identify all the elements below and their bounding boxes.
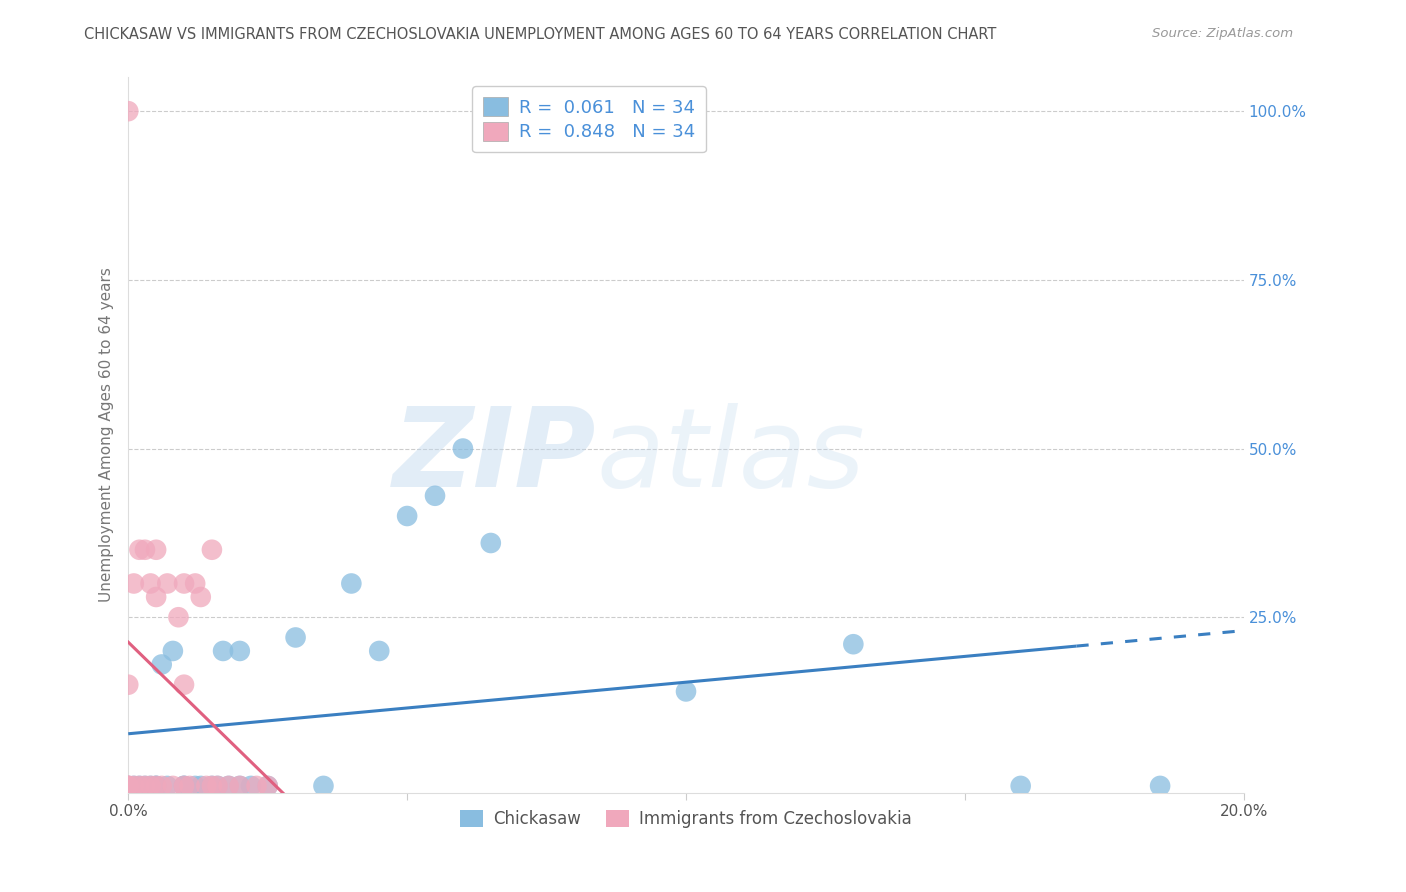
Point <box>145 779 167 793</box>
Point <box>479 536 502 550</box>
Point <box>179 779 201 793</box>
Point <box>218 779 240 793</box>
Point <box>184 576 207 591</box>
Point <box>284 631 307 645</box>
Point <box>239 779 262 793</box>
Point <box>156 779 179 793</box>
Point <box>145 542 167 557</box>
Text: CHICKASAW VS IMMIGRANTS FROM CZECHOSLOVAKIA UNEMPLOYMENT AMONG AGES 60 TO 64 YEA: CHICKASAW VS IMMIGRANTS FROM CZECHOSLOVA… <box>84 27 997 42</box>
Point <box>128 779 150 793</box>
Point <box>128 779 150 793</box>
Point <box>117 779 139 793</box>
Point <box>173 576 195 591</box>
Point <box>173 779 195 793</box>
Text: ZIP: ZIP <box>394 403 596 510</box>
Point <box>145 779 167 793</box>
Text: Source: ZipAtlas.com: Source: ZipAtlas.com <box>1153 27 1294 40</box>
Point <box>312 779 335 793</box>
Point <box>256 779 278 793</box>
Point <box>212 644 235 658</box>
Point <box>122 576 145 591</box>
Point <box>139 779 162 793</box>
Point <box>195 779 218 793</box>
Point <box>368 644 391 658</box>
Point <box>842 637 865 651</box>
Point <box>1149 779 1171 793</box>
Point <box>167 610 190 624</box>
Legend: Chickasaw, Immigrants from Czechoslovakia: Chickasaw, Immigrants from Czechoslovaki… <box>453 803 920 834</box>
Point <box>173 678 195 692</box>
Point <box>139 779 162 793</box>
Point <box>201 779 224 793</box>
Point <box>145 779 167 793</box>
Point <box>117 779 139 793</box>
Point <box>162 644 184 658</box>
Point <box>128 542 150 557</box>
Point <box>122 779 145 793</box>
Point <box>207 779 229 793</box>
Point <box>134 542 156 557</box>
Point <box>184 779 207 793</box>
Point <box>190 590 212 604</box>
Point <box>162 779 184 793</box>
Point <box>117 678 139 692</box>
Point <box>145 590 167 604</box>
Point <box>207 779 229 793</box>
Text: atlas: atlas <box>596 403 866 510</box>
Point <box>675 684 697 698</box>
Point <box>117 104 139 119</box>
Point <box>173 779 195 793</box>
Point <box>218 779 240 793</box>
Point <box>229 779 252 793</box>
Point <box>134 779 156 793</box>
Point <box>451 442 474 456</box>
Point <box>396 508 419 523</box>
Point <box>201 779 224 793</box>
Point <box>229 644 252 658</box>
Point <box>139 576 162 591</box>
Y-axis label: Unemployment Among Ages 60 to 64 years: Unemployment Among Ages 60 to 64 years <box>100 268 114 602</box>
Point <box>173 779 195 793</box>
Point <box>340 576 363 591</box>
Point <box>117 779 139 793</box>
Point <box>122 779 145 793</box>
Point <box>156 576 179 591</box>
Point <box>150 779 173 793</box>
Point <box>256 779 278 793</box>
Point <box>1010 779 1032 793</box>
Point <box>423 489 446 503</box>
Point <box>229 779 252 793</box>
Point <box>117 779 139 793</box>
Point <box>201 542 224 557</box>
Point <box>150 657 173 672</box>
Point <box>190 779 212 793</box>
Point <box>245 779 267 793</box>
Point <box>134 779 156 793</box>
